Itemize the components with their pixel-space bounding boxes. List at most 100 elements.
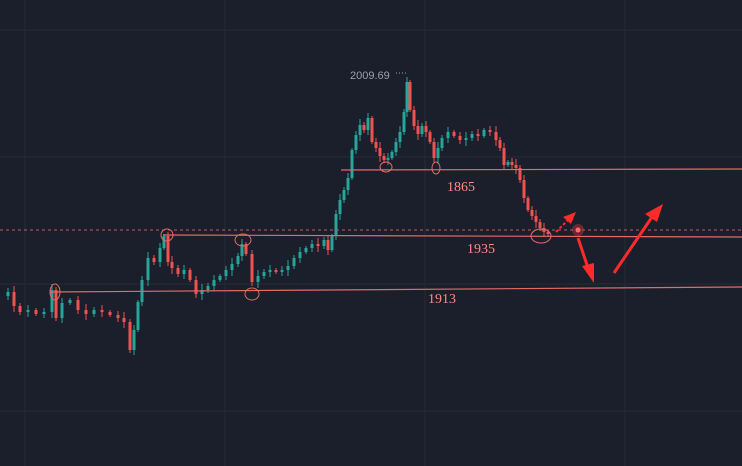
arrow-down-icon	[576, 237, 590, 269]
candle-body	[405, 82, 409, 112]
arrow-up-icon	[612, 216, 654, 274]
candle-body	[522, 180, 526, 198]
candle-body	[530, 210, 534, 216]
candle-body	[494, 132, 498, 140]
candle-body	[316, 244, 320, 246]
candle-body	[458, 136, 462, 140]
annotation-arrows	[555, 204, 663, 283]
candle-body	[152, 258, 156, 262]
peak-price-label: 2009.69	[350, 70, 390, 82]
candle-body	[262, 272, 266, 276]
arrow-up-small-icon	[555, 219, 569, 233]
candle-body	[256, 276, 260, 282]
candles	[6, 77, 550, 355]
candle-body	[240, 244, 244, 256]
candle-body	[446, 132, 450, 138]
candle-body	[378, 148, 382, 156]
candle-body	[244, 244, 248, 254]
candle-body	[268, 270, 272, 272]
candle-body	[84, 310, 88, 314]
candle-body	[476, 134, 480, 136]
candle-body	[122, 318, 126, 322]
candle-body	[304, 248, 308, 252]
candle-body	[218, 276, 222, 280]
candle-body	[236, 256, 240, 264]
candle-body	[60, 303, 64, 318]
candle-body	[322, 240, 326, 246]
annotation-circle	[431, 161, 441, 175]
candle-body	[398, 132, 402, 142]
arrow-down-head-icon	[582, 263, 594, 283]
candle-body	[518, 168, 522, 180]
candle-body	[230, 264, 234, 270]
candle-body	[330, 236, 334, 250]
candle-body	[50, 290, 54, 312]
annotation-circles	[49, 161, 552, 301]
candle-body	[514, 165, 518, 168]
candle-body	[424, 126, 428, 132]
candle-body	[390, 152, 394, 158]
candle-body	[538, 222, 542, 228]
candle-body	[188, 270, 192, 280]
level-line-1935	[162, 234, 742, 238]
candle-body	[412, 110, 416, 126]
candle-body	[354, 135, 358, 150]
candle-body	[502, 148, 506, 165]
arrow-up-small-head-icon	[563, 212, 576, 224]
candle-body	[116, 315, 120, 318]
candle-body	[182, 270, 186, 274]
candle-body	[170, 262, 174, 268]
candle-body	[350, 150, 354, 178]
candle-body	[42, 312, 46, 314]
candle-body	[132, 330, 136, 350]
candle-body	[416, 126, 420, 134]
candle-body	[334, 214, 338, 236]
candle-body	[452, 132, 456, 136]
candle-body	[338, 200, 342, 214]
arrow-up-head-icon	[645, 204, 663, 222]
candle-body	[394, 142, 398, 152]
candle-body	[146, 258, 150, 280]
candle-body	[292, 258, 296, 266]
candle-body	[166, 236, 170, 262]
candle-body	[76, 300, 80, 310]
candle-body	[440, 138, 444, 148]
candle-body	[542, 228, 546, 232]
candle-body	[464, 138, 468, 140]
candle-body	[470, 134, 474, 138]
candle-body	[374, 142, 378, 148]
current-price-dot	[575, 227, 581, 233]
candle-body	[68, 300, 72, 303]
candle-body	[310, 244, 314, 248]
candle-body	[136, 302, 140, 330]
candle-body	[92, 310, 96, 314]
candle-body	[436, 148, 440, 158]
candle-body	[386, 158, 390, 160]
candle-body	[342, 190, 346, 200]
candle-body	[346, 178, 350, 190]
candle-body	[408, 82, 412, 110]
candle-body	[200, 290, 204, 294]
candle-body	[250, 254, 254, 282]
candle-body	[224, 270, 228, 276]
candle-body	[432, 142, 436, 158]
candle-body	[100, 310, 104, 312]
candle-body	[370, 118, 374, 142]
candle-body	[420, 126, 424, 134]
candle-body	[12, 292, 16, 306]
candle-body	[274, 270, 278, 272]
candle-body	[488, 130, 492, 132]
candle-body	[506, 162, 510, 165]
candle-body	[526, 198, 530, 210]
candle-body	[128, 322, 132, 350]
annotation-circle	[234, 233, 252, 247]
candle-body	[362, 125, 366, 130]
candle-body	[206, 286, 210, 290]
candle-body	[546, 232, 550, 234]
candle-body	[326, 240, 330, 250]
candle-body	[358, 125, 362, 135]
annotation-circle	[49, 283, 61, 301]
level-label-1935: 1935	[467, 242, 495, 257]
